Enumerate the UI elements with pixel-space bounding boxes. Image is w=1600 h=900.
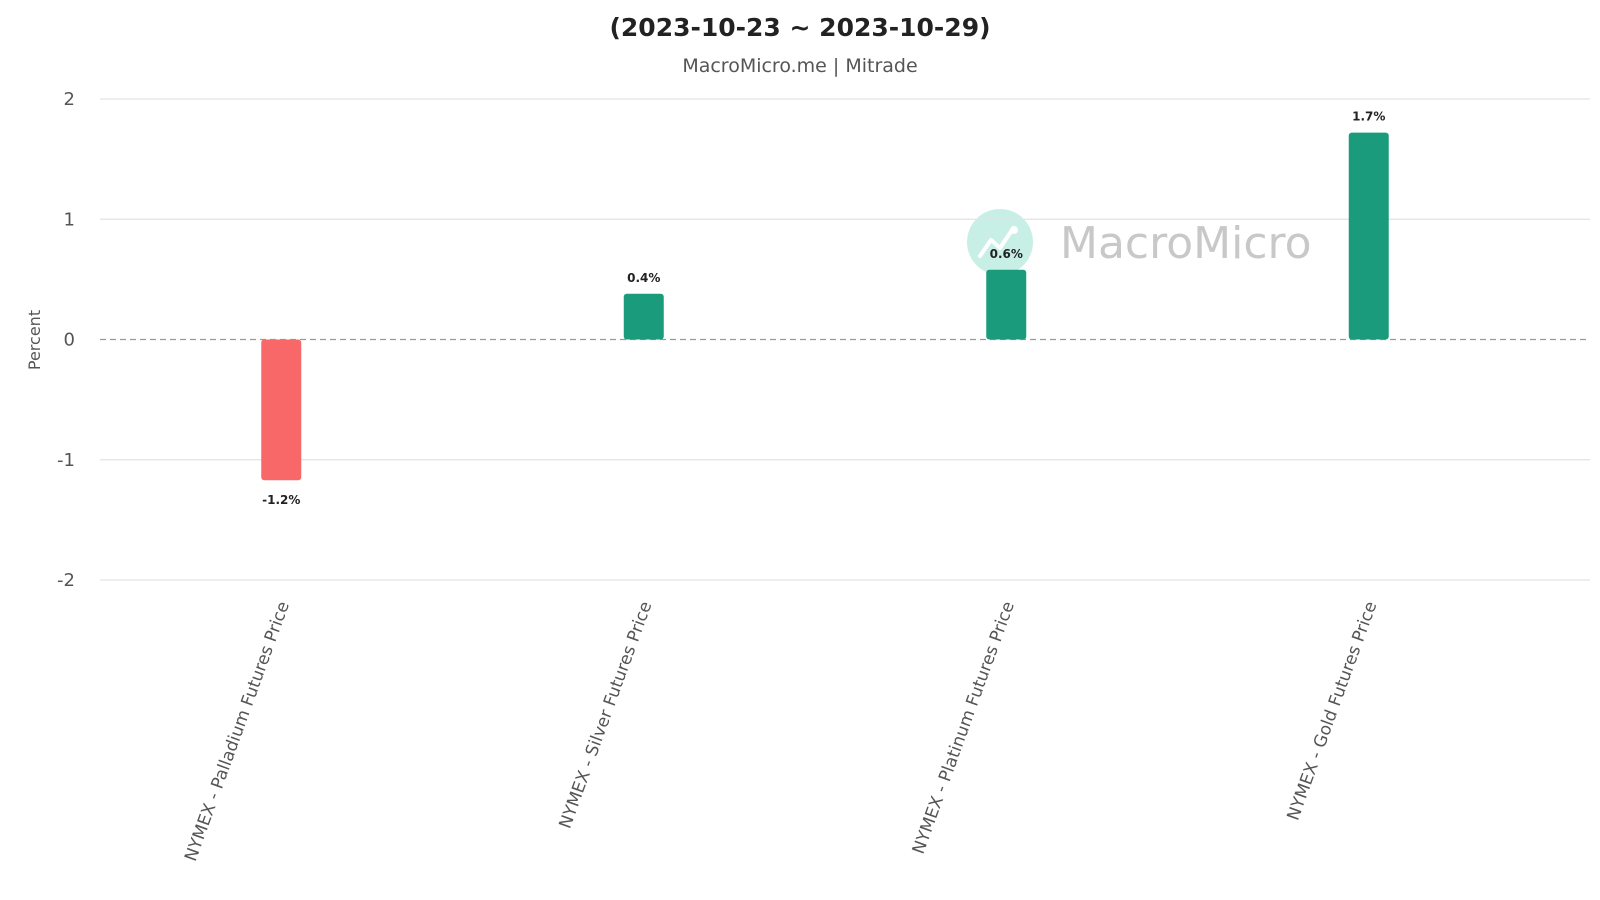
data-label: 0.6% xyxy=(990,247,1023,261)
chart-subtitle: MacroMicro.me | Mitrade xyxy=(682,55,917,77)
x-axis-ticks: NYMEX - Palladium Futures Price NYMEX - S… xyxy=(181,599,1381,864)
bar xyxy=(1348,132,1389,340)
watermark-logo-circle xyxy=(967,209,1033,275)
bar xyxy=(623,293,664,340)
bars xyxy=(261,132,1389,481)
y-axis-label: Percent xyxy=(25,310,44,370)
trend-line-dot xyxy=(1010,226,1018,234)
y-axis-ticks: 2 1 0 -1 -2 xyxy=(57,89,75,591)
chart-title: (2023-10-23 ~ 2023-10-29) xyxy=(609,13,990,42)
bar xyxy=(986,269,1027,340)
x-tick-label: NYMEX - Palladium Futures Price xyxy=(181,599,294,864)
bar xyxy=(261,339,302,481)
watermark: MacroMicro xyxy=(967,209,1312,275)
x-tick-label: NYMEX - Silver Futures Price xyxy=(556,599,657,831)
grid-lines xyxy=(100,98,1590,581)
x-tick-label: NYMEX - Gold Futures Price xyxy=(1283,599,1381,823)
data-label: 0.4% xyxy=(627,271,660,285)
data-label: 1.7% xyxy=(1352,110,1385,124)
y-tick-label: 1 xyxy=(64,209,75,230)
y-tick-label: 0 xyxy=(64,330,75,351)
data-labels: -1.2% 0.4% 0.6% 1.7% xyxy=(262,110,1385,508)
y-tick-label: -1 xyxy=(57,450,75,471)
y-tick-label: 2 xyxy=(64,89,75,110)
data-label: -1.2% xyxy=(262,493,300,507)
trend-line-icon xyxy=(978,228,1014,258)
watermark-text: MacroMicro xyxy=(1060,218,1312,269)
y-tick-label: -2 xyxy=(57,570,75,591)
x-tick-label: NYMEX - Platinum Futures Price xyxy=(909,599,1019,857)
